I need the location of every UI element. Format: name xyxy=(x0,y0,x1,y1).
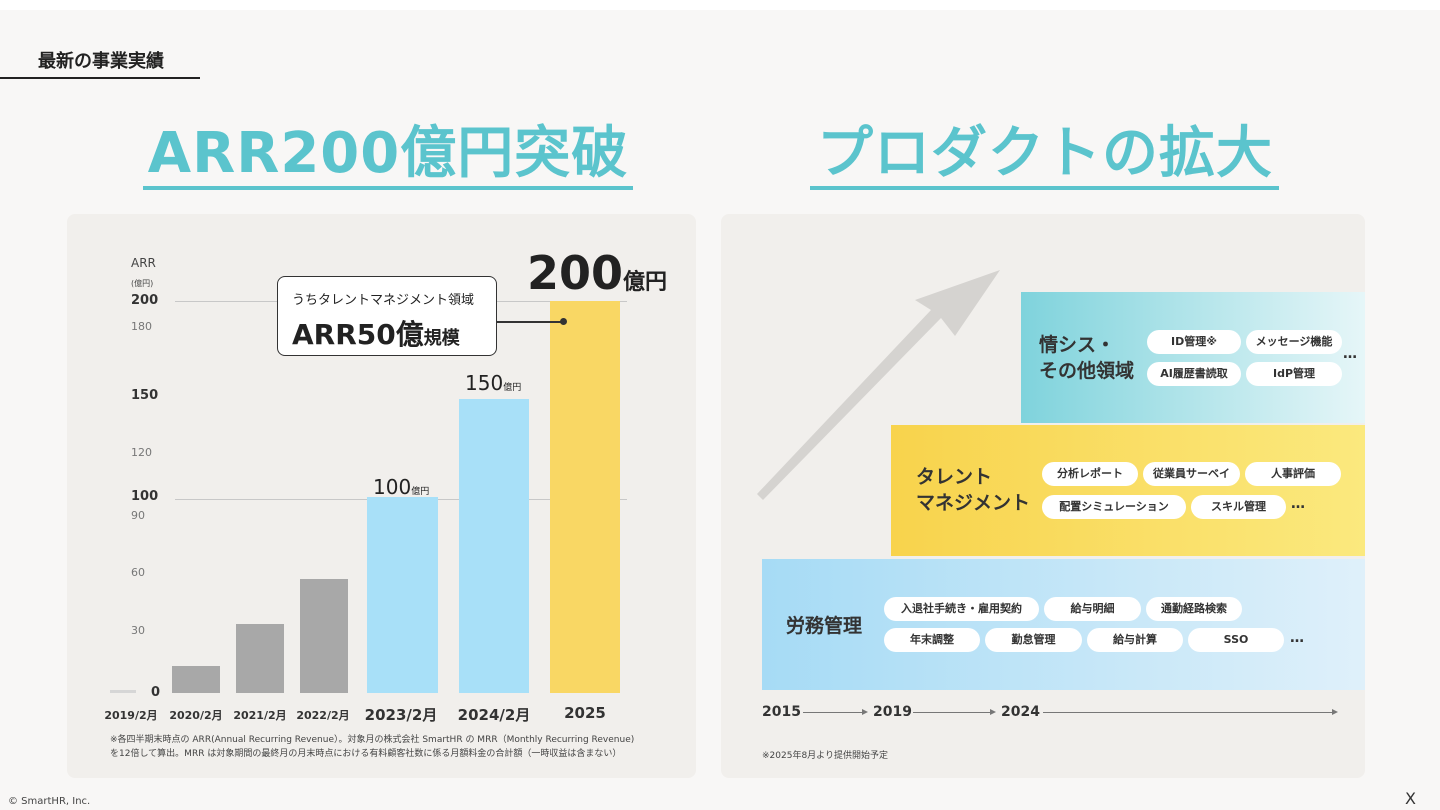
timeline-arrow-2 xyxy=(990,709,996,715)
section-label: 最新の事業実績 xyxy=(38,47,164,73)
tier-labor-more: … xyxy=(1290,630,1304,646)
callout-subtitle: うちタレントマネジメント領域 xyxy=(292,289,474,308)
x-label-2022/2月: 2022/2月 xyxy=(283,707,363,723)
timeline-arrow-1 xyxy=(862,709,868,715)
bar-2019/2月 xyxy=(110,690,136,693)
chip-payroll: 給与計算 xyxy=(1087,628,1183,652)
chip-survey: 従業員サーベイ xyxy=(1143,462,1240,486)
callout-value: ARR50億規模 xyxy=(292,313,460,353)
chip-ai-resume: AI履歴書読取 xyxy=(1147,362,1241,386)
chip-idp: IdP管理 xyxy=(1246,362,1342,386)
y-tick-120: 120 xyxy=(131,446,171,459)
talent-arr-callout: うちタレントマネジメント領域 ARR50億規模 xyxy=(277,276,497,356)
chip-id-management: ID管理※ xyxy=(1147,330,1241,354)
tier-labor-title: 労務管理 xyxy=(786,613,862,639)
y-tick-90: 90 xyxy=(131,509,171,522)
y-tick-30: 30 xyxy=(131,624,171,637)
bar-2025 xyxy=(550,301,620,693)
copyright: © SmartHR, Inc. xyxy=(8,796,90,807)
chip-evaluation: 人事評価 xyxy=(1245,462,1341,486)
y-tick-200: 200 xyxy=(131,293,171,308)
product-headline: プロダクトの拡大 xyxy=(810,108,1280,189)
chip-onboarding: 入退社手続き・雇用契約 xyxy=(884,597,1039,621)
bar-2020/2月 xyxy=(172,666,220,693)
timeline-2015: 2015 xyxy=(762,704,801,720)
tier-it-title: 情シス・ その他領域 xyxy=(1039,332,1134,384)
arr-headline-underline xyxy=(143,186,633,190)
timeline-segment-3 xyxy=(1043,712,1332,713)
bar-2021/2月 xyxy=(236,624,284,693)
chip-attendance: 勤怠管理 xyxy=(985,628,1082,652)
y-tick-100: 100 xyxy=(131,489,171,504)
callout-leader-line xyxy=(497,321,563,323)
tier-talent-more: … xyxy=(1291,496,1305,512)
y-tick-150: 150 xyxy=(131,388,171,403)
timeline-2019: 2019 xyxy=(873,704,912,720)
close-button[interactable]: X xyxy=(1405,789,1416,808)
data-label-2024: 150億円 xyxy=(465,371,521,395)
x-label-2024/2月: 2024/2月 xyxy=(454,704,534,725)
chip-placement-sim: 配置シミュレーション xyxy=(1042,495,1186,519)
tier-it-more: … xyxy=(1343,346,1357,362)
timeline-arrow-3 xyxy=(1332,709,1338,715)
top-bar xyxy=(0,0,1440,10)
timeline-segment-1 xyxy=(803,712,862,713)
chip-skills: スキル管理 xyxy=(1191,495,1286,519)
chip-analytics: 分析レポート xyxy=(1042,462,1138,486)
x-label-2025: 2025 xyxy=(545,704,625,722)
product-footnote: ※2025年8月より提供開始予定 xyxy=(762,749,888,763)
bar-2023/2月 xyxy=(367,497,438,693)
y-tick-180: 180 xyxy=(131,320,171,333)
callout-leader-dot xyxy=(560,318,567,325)
section-underline xyxy=(0,77,200,79)
chip-sso: SSO xyxy=(1188,628,1284,652)
bar-2022/2月 xyxy=(300,579,348,693)
timeline-2024: 2024 xyxy=(1001,704,1040,720)
chip-year-end: 年末調整 xyxy=(884,628,980,652)
data-label-2023: 100億円 xyxy=(373,475,429,499)
tier-talent-title: タレント マネジメント xyxy=(916,464,1030,516)
arr-headline: ARR200億円突破 xyxy=(143,108,633,189)
timeline-segment-2 xyxy=(913,712,990,713)
arr-footnote-line-2: を12倍して算出。MRR は対象期間の最終月の月末時点における有料顧客社数に係る… xyxy=(110,747,621,761)
arr-footnote-line-1: ※各四半期末時点の ARR(Annual Recurring Revenue）。… xyxy=(110,733,634,747)
x-label-2023/2月: 2023/2月 xyxy=(361,704,441,725)
chip-payslip: 給与明細 xyxy=(1044,597,1141,621)
y-tick-60: 60 xyxy=(131,566,171,579)
chip-messaging: メッセージ機能 xyxy=(1246,330,1342,354)
y-axis-label: ARR xyxy=(131,256,171,270)
y-axis-unit: (億円) xyxy=(131,278,171,289)
data-label-2025: 200億円 xyxy=(527,246,667,300)
chip-commute: 通勤経路検索 xyxy=(1146,597,1242,621)
bar-2024/2月 xyxy=(459,399,529,693)
product-headline-underline xyxy=(810,186,1279,190)
